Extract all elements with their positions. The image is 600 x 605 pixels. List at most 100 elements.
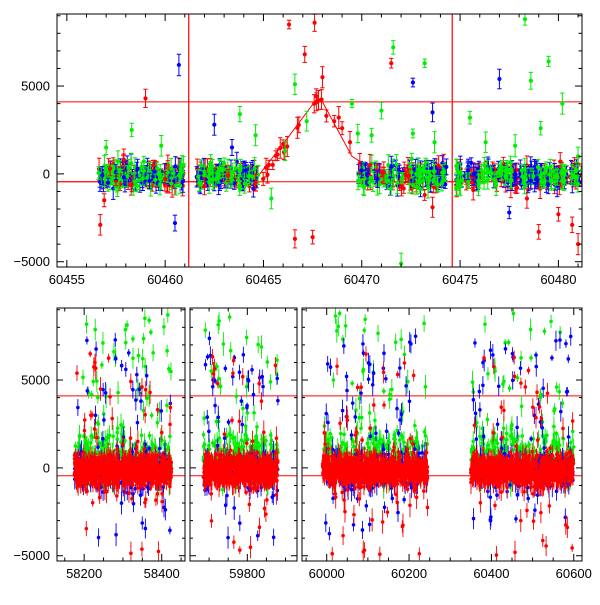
data-point xyxy=(389,165,393,169)
data-point xyxy=(548,165,552,169)
data-point xyxy=(81,376,85,380)
data-point xyxy=(148,434,152,438)
data-point xyxy=(543,179,547,183)
data-point xyxy=(423,193,427,197)
data-point xyxy=(104,391,108,395)
data-point xyxy=(127,166,131,170)
data-point xyxy=(395,181,399,185)
data-point xyxy=(426,185,430,189)
data-point xyxy=(389,61,393,65)
data-point xyxy=(124,368,128,372)
data-point xyxy=(466,168,470,172)
data-point xyxy=(162,506,166,510)
data-point xyxy=(165,404,169,408)
data-point xyxy=(454,164,458,168)
data-point xyxy=(131,356,135,360)
data-point xyxy=(536,165,540,169)
data-point xyxy=(199,163,203,167)
data-point xyxy=(115,447,119,451)
data-point xyxy=(332,119,336,123)
data-point xyxy=(367,180,371,184)
data-point xyxy=(139,493,143,497)
data-point xyxy=(207,180,211,184)
data-point xyxy=(173,164,177,168)
data-point xyxy=(515,186,519,190)
data-point xyxy=(93,427,97,431)
data-point xyxy=(151,351,155,355)
data-point xyxy=(477,179,481,183)
data-point xyxy=(275,153,279,157)
data-point xyxy=(114,357,118,361)
data-point xyxy=(226,174,230,178)
data-point xyxy=(135,373,139,377)
data-point xyxy=(141,176,145,180)
data-point xyxy=(142,337,146,341)
data-point xyxy=(238,166,242,170)
data-point xyxy=(499,165,503,169)
data-point xyxy=(297,123,301,127)
data-point xyxy=(98,223,102,227)
data-point xyxy=(423,61,427,65)
data-point xyxy=(102,418,106,422)
data-point xyxy=(140,434,144,438)
data-point xyxy=(247,174,251,178)
data-point xyxy=(316,98,320,102)
data-point xyxy=(407,174,411,178)
data-point xyxy=(95,436,99,440)
data-point xyxy=(202,184,206,188)
x-tick-label: 60470 xyxy=(344,272,380,287)
data-point xyxy=(86,446,90,450)
data-point xyxy=(99,387,103,391)
data-point xyxy=(468,116,472,120)
data-point xyxy=(430,205,434,209)
data-point xyxy=(168,435,172,439)
data-point xyxy=(158,173,162,177)
data-point xyxy=(168,423,172,427)
data-point xyxy=(107,356,111,360)
data-point xyxy=(90,393,94,397)
data-point xyxy=(492,178,496,182)
data-point xyxy=(253,133,257,137)
data-point xyxy=(444,165,448,169)
data-point xyxy=(529,179,533,183)
data-point xyxy=(368,163,372,167)
data-point xyxy=(96,171,100,175)
data-point xyxy=(570,172,574,176)
data-point xyxy=(116,159,120,163)
data-point xyxy=(283,149,287,153)
data-point xyxy=(100,174,104,178)
x-tick-label: 60460 xyxy=(147,272,183,287)
data-point xyxy=(129,380,133,384)
data-point xyxy=(163,177,167,181)
data-point xyxy=(98,496,102,500)
data-point xyxy=(513,172,517,176)
data-point xyxy=(504,168,508,172)
data-point xyxy=(269,196,273,200)
data-point xyxy=(139,399,143,403)
data-point xyxy=(76,406,80,410)
data-point xyxy=(379,109,383,113)
data-point xyxy=(417,181,421,185)
data-point xyxy=(529,79,533,83)
data-point xyxy=(416,167,420,171)
data-point xyxy=(96,396,100,400)
data-point xyxy=(549,179,553,183)
data-point xyxy=(267,163,271,167)
data-point xyxy=(253,166,257,170)
data-point xyxy=(116,391,120,395)
data-point xyxy=(116,426,120,430)
data-point xyxy=(89,434,93,438)
data-point xyxy=(207,168,211,172)
data-point xyxy=(482,163,486,167)
data-point xyxy=(539,126,543,130)
data-point xyxy=(436,183,440,187)
data-point xyxy=(402,186,406,190)
data-point xyxy=(418,186,422,190)
data-point xyxy=(120,501,124,505)
data-point xyxy=(143,413,147,417)
data-point xyxy=(537,230,541,234)
data-point xyxy=(507,210,511,214)
data-point xyxy=(120,364,124,368)
